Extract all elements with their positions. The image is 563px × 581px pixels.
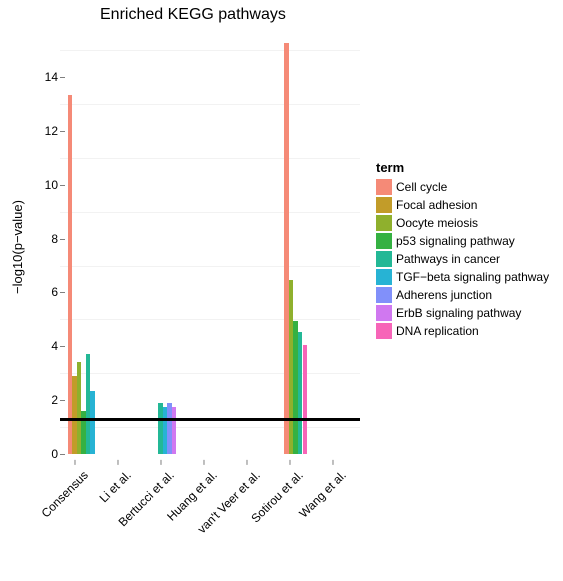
bar [172, 407, 177, 454]
gridline-major [60, 346, 360, 347]
legend-label: Pathways in cancer [396, 252, 500, 266]
legend-label: Focal adhesion [396, 198, 477, 212]
y-tick: 2 [18, 393, 58, 407]
gridline-major [60, 454, 360, 455]
gridline-minor [60, 427, 360, 428]
gridline-major [60, 131, 360, 132]
plot-panel [60, 34, 360, 454]
legend-swatch [376, 215, 392, 231]
legend-item: ErbB signaling pathway [376, 304, 549, 322]
legend-item: p53 signaling pathway [376, 232, 549, 250]
legend-swatch [376, 323, 392, 339]
y-tick: 8 [18, 232, 58, 246]
legend-swatch [376, 287, 392, 303]
gridline-major [60, 400, 360, 401]
legend-item: Adherens junction [376, 286, 549, 304]
gridline-major [60, 77, 360, 78]
legend-swatch [376, 197, 392, 213]
y-tick: 4 [18, 339, 58, 353]
y-tick: 10 [18, 178, 58, 192]
gridline-minor [60, 373, 360, 374]
gridline-minor [60, 319, 360, 320]
legend-item: Cell cycle [376, 178, 549, 196]
legend-label: TGF−beta signaling pathway [396, 270, 549, 284]
legend-item: TGF−beta signaling pathway [376, 268, 549, 286]
figure: Enriched KEGG pathways −log10(p−value) t… [0, 0, 563, 581]
legend-label: Oocyte meiosis [396, 216, 478, 230]
legend-item: Pathways in cancer [376, 250, 549, 268]
y-axis-label: −log10(p−value) [10, 200, 25, 294]
legend-item: DNA replication [376, 322, 549, 340]
legend: term Cell cycle Focal adhesion Oocyte meio… [376, 160, 549, 340]
threshold-line [60, 418, 360, 421]
legend-title: term [376, 160, 549, 175]
legend-swatch [376, 179, 392, 195]
legend-label: ErbB signaling pathway [396, 306, 521, 320]
legend-label: p53 signaling pathway [396, 234, 515, 248]
y-tick: 14 [18, 70, 58, 84]
y-tick: 0 [18, 447, 58, 461]
y-tick: 6 [18, 285, 58, 299]
gridline-minor [60, 158, 360, 159]
gridline-minor [60, 50, 360, 51]
gridline-major [60, 185, 360, 186]
legend-item: Oocyte meiosis [376, 214, 549, 232]
gridline-minor [60, 212, 360, 213]
legend-swatch [376, 251, 392, 267]
gridline-minor [60, 266, 360, 267]
y-tick: 12 [18, 124, 58, 138]
legend-swatch [376, 305, 392, 321]
legend-label: DNA replication [396, 324, 479, 338]
legend-label: Adherens junction [396, 288, 492, 302]
bar [90, 391, 95, 454]
legend-swatch [376, 233, 392, 249]
legend-label: Cell cycle [396, 180, 447, 194]
gridline-major [60, 292, 360, 293]
chart-title: Enriched KEGG pathways [100, 6, 286, 24]
legend-item: Focal adhesion [376, 196, 549, 214]
gridline-major [60, 239, 360, 240]
legend-swatch [376, 269, 392, 285]
bar [303, 345, 308, 454]
gridline-minor [60, 104, 360, 105]
